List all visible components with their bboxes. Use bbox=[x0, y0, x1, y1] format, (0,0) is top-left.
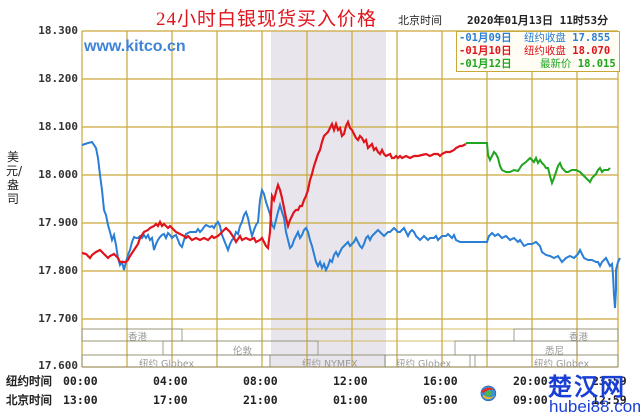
market-label-globex: 纽约 Globex bbox=[534, 359, 590, 370]
y-tick: 18.200 bbox=[38, 72, 78, 85]
legend-date: -01月10日 bbox=[459, 45, 512, 57]
market-label-hongkong: 香港 bbox=[128, 332, 148, 343]
watermark-site-url: hubei88.com bbox=[549, 397, 640, 416]
bj-tick: 05:00 bbox=[423, 393, 458, 407]
y-tick: 18.300 bbox=[38, 24, 78, 37]
market-label-globex: 纽约 Globex bbox=[396, 359, 452, 370]
bj-time-label: 北京时间 bbox=[6, 393, 52, 407]
legend-item-0109: -01月09日 纽约收盘 17.855 bbox=[457, 32, 619, 45]
chart-legend: -01月09日 纽约收盘 17.855 -01月10日 纽约收盘 18.070 … bbox=[456, 31, 620, 72]
market-label-hongkong: 香港 bbox=[569, 332, 589, 343]
ny-tick: 04:00 bbox=[153, 374, 188, 388]
legend-label: 最新价 bbox=[539, 58, 572, 70]
series-0110-line bbox=[81, 119, 467, 264]
series-0109-line bbox=[81, 140, 621, 309]
market-label-nymex: 纽约 NYMEX bbox=[302, 359, 358, 370]
legend-value: 18.070 bbox=[572, 45, 611, 57]
update-datetime: 2020年01月13日 11时53分 bbox=[467, 14, 609, 27]
ny-tick: 00:00 bbox=[63, 374, 98, 388]
market-label-globex: 纽约 Globex bbox=[139, 359, 195, 370]
legend-item-0110: -01月10日 纽约收盘 18.070 bbox=[457, 45, 619, 58]
shaded-session bbox=[271, 31, 386, 367]
y-tick: 17.900 bbox=[38, 216, 78, 229]
y-tick: 17.600 bbox=[38, 359, 78, 372]
kitco-url: www.kitco.cn bbox=[84, 38, 186, 55]
bj-tick: 21:00 bbox=[243, 393, 278, 407]
bj-tick: 13:00 bbox=[63, 393, 98, 407]
ny-tick: 16:00 bbox=[423, 374, 458, 388]
legend-item-0112: -01月12日 最新价 18.015 bbox=[457, 58, 619, 71]
y-tick: 18.000 bbox=[38, 168, 78, 181]
market-label-london: 伦敦 bbox=[233, 346, 253, 357]
bj-tick: 01:00 bbox=[333, 393, 368, 407]
ny-tick: 20:00 bbox=[513, 374, 548, 388]
y-tick: 17.800 bbox=[38, 264, 78, 277]
chart-title: 24小时白银现货买入价格 bbox=[156, 9, 378, 30]
market-label-sydney: 悉尼 bbox=[545, 346, 565, 357]
y-tick: 18.100 bbox=[38, 120, 78, 133]
y-axis-unit: 美元/盎司 bbox=[6, 150, 23, 206]
vertical-grid bbox=[81, 31, 619, 367]
y-tick: 17.700 bbox=[38, 312, 78, 325]
legend-value: 18.015 bbox=[577, 58, 616, 70]
horizontal-grid bbox=[82, 30, 618, 368]
market-session-boxes bbox=[81, 328, 619, 368]
series-0112-line bbox=[466, 142, 611, 187]
legend-label: 纽约收盘 bbox=[523, 32, 566, 44]
bj-tick: 12:59 bbox=[592, 393, 627, 407]
legend-value: 17.855 bbox=[572, 32, 611, 44]
beijing-time-label: 北京时间 bbox=[398, 14, 442, 27]
bj-tick: 17:00 bbox=[153, 393, 188, 407]
legend-date: -01月09日 bbox=[459, 32, 512, 44]
ny-tick: 23:59 bbox=[592, 374, 627, 388]
ny-tick: 12:00 bbox=[333, 374, 368, 388]
watermark-site-name: 楚汉网 bbox=[548, 373, 626, 401]
ny-tick: 08:00 bbox=[243, 374, 278, 388]
bj-tick: 09:00 bbox=[513, 393, 548, 407]
legend-date: -01月12日 bbox=[459, 58, 512, 70]
watermark-globe-icon bbox=[480, 385, 497, 402]
ny-time-label: 纽约时间 bbox=[6, 374, 52, 388]
legend-label: 纽约收盘 bbox=[523, 45, 566, 57]
